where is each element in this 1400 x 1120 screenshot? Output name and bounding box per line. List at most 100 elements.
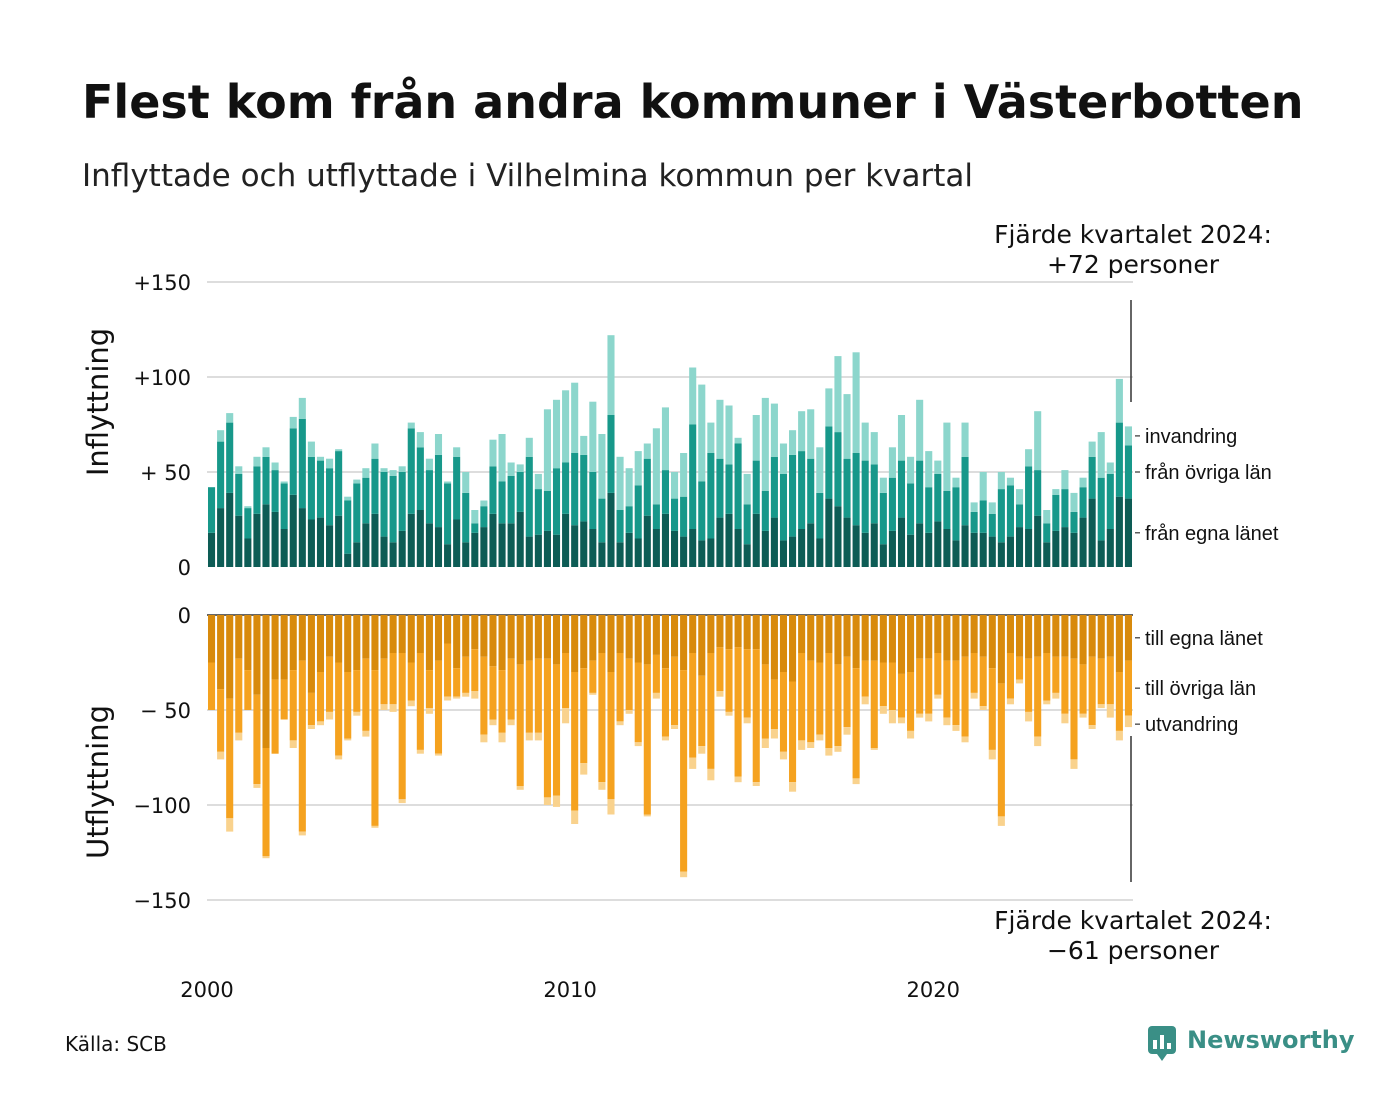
- bar-out-1: [716, 647, 724, 691]
- bar-out-1: [634, 662, 642, 743]
- bar-in-0: [1052, 530, 1060, 567]
- bar-in-2: [680, 453, 688, 497]
- chart-title: Flest kom från andra kommuner i Västerbo…: [82, 75, 1303, 129]
- bar-in-0: [353, 542, 361, 567]
- bar-in-0: [643, 515, 651, 567]
- bar-out-1: [689, 653, 697, 758]
- y-tick-label-bottom: −150: [133, 889, 191, 913]
- bar-out-0: [916, 615, 924, 659]
- bar-in-2: [1034, 411, 1042, 471]
- bar-in-1: [743, 504, 751, 545]
- gridlines-top: [207, 281, 1133, 473]
- bar-in-0: [879, 544, 887, 567]
- bar-in-1: [870, 464, 878, 524]
- bar-in-2: [280, 481, 288, 484]
- bar-in-1: [226, 422, 234, 493]
- bar-out-2: [489, 719, 497, 726]
- bar-in-2: [598, 434, 606, 499]
- bar-in-2: [353, 479, 361, 484]
- bar-in-0: [235, 515, 243, 567]
- bar-in-0: [362, 523, 370, 567]
- bar-in-2: [725, 405, 733, 465]
- bar-out-0: [852, 615, 860, 669]
- legend-utflyttning: till egna länet till övriga län utvandring: [1135, 628, 1263, 736]
- bar-in-2: [534, 473, 542, 490]
- bar-in-2: [625, 468, 633, 507]
- bar-out-0: [834, 615, 842, 665]
- bar-in-0: [416, 510, 424, 567]
- bar-in-1: [380, 472, 388, 537]
- bar-out-2: [480, 734, 488, 743]
- bar-in-2: [798, 411, 806, 452]
- bar-out-1: [271, 679, 279, 754]
- bar-out-1: [952, 660, 960, 726]
- bar-out-0: [253, 615, 261, 695]
- bar-out-2: [916, 713, 924, 718]
- bar-out-2: [779, 751, 788, 760]
- bar-out-0: [870, 615, 878, 661]
- bar-in-2: [344, 496, 352, 501]
- bar-in-0: [289, 494, 297, 567]
- bar-in-1: [707, 453, 715, 539]
- bar-in-1: [1115, 422, 1123, 497]
- bar-in-2: [916, 399, 924, 461]
- bar-out-1: [616, 653, 624, 722]
- bar-in-2: [580, 435, 588, 455]
- bar-out-2: [389, 704, 397, 712]
- bar-in-2: [289, 416, 297, 429]
- bar-in-1: [834, 432, 842, 507]
- bar-out-1: [380, 658, 388, 705]
- bar-out-1: [1106, 656, 1114, 705]
- bar-in-1: [970, 511, 978, 533]
- y-tick-label-top: + 50: [140, 461, 191, 485]
- bar-out-2: [498, 732, 506, 743]
- bar-in-0: [1079, 517, 1087, 567]
- bar-in-1: [1025, 466, 1033, 529]
- bar-out-0: [489, 615, 497, 667]
- bar-in-0: [462, 542, 470, 567]
- bar-out-0: [244, 615, 252, 671]
- bar-in-1: [843, 458, 851, 518]
- bar-in-0: [1088, 498, 1096, 567]
- bar-in-2: [1115, 378, 1123, 423]
- bar-out-1: [462, 656, 470, 693]
- bar-in-2: [571, 382, 579, 453]
- bar-out-0: [425, 615, 433, 671]
- bar-out-2: [462, 692, 470, 697]
- bar-out-1: [1097, 658, 1105, 705]
- bar-in-2: [371, 443, 379, 459]
- bar-in-0: [779, 540, 788, 567]
- bar-out-0: [434, 615, 443, 661]
- bar-out-1: [498, 670, 506, 733]
- bar-in-0: [217, 508, 225, 567]
- bar-in-0: [1061, 527, 1069, 567]
- bar-in-1: [207, 487, 216, 533]
- bar-in-0: [480, 527, 488, 567]
- bar-out-2: [326, 711, 334, 720]
- bar-out-2: [1079, 713, 1087, 718]
- bar-in-1: [362, 477, 370, 524]
- bar-in-1: [1052, 494, 1060, 531]
- bar-out-0: [453, 615, 461, 669]
- bar-out-0: [1043, 615, 1051, 653]
- bar-in-1: [217, 441, 225, 509]
- bar-in-2: [362, 468, 370, 478]
- bar-in-2: [761, 397, 769, 491]
- bar-out-1: [779, 672, 788, 752]
- bar-out-1: [244, 670, 252, 710]
- bar-out-0: [280, 615, 288, 680]
- bar-out-0: [616, 615, 624, 653]
- bar-in-0: [307, 519, 315, 567]
- bar-out-0: [970, 615, 978, 653]
- source-note: Källa: SCB: [65, 1032, 167, 1056]
- bar-in-2: [952, 477, 960, 488]
- bar-in-2: [1106, 462, 1114, 474]
- bar-out-2: [888, 710, 896, 724]
- bar-in-0: [434, 527, 443, 567]
- bar-out-2: [988, 749, 996, 760]
- bar-out-2: [734, 776, 742, 783]
- bar-out-1: [571, 672, 579, 811]
- bar-in-2: [707, 422, 715, 453]
- bar-in-2: [752, 415, 760, 461]
- bar-out-2: [516, 786, 524, 790]
